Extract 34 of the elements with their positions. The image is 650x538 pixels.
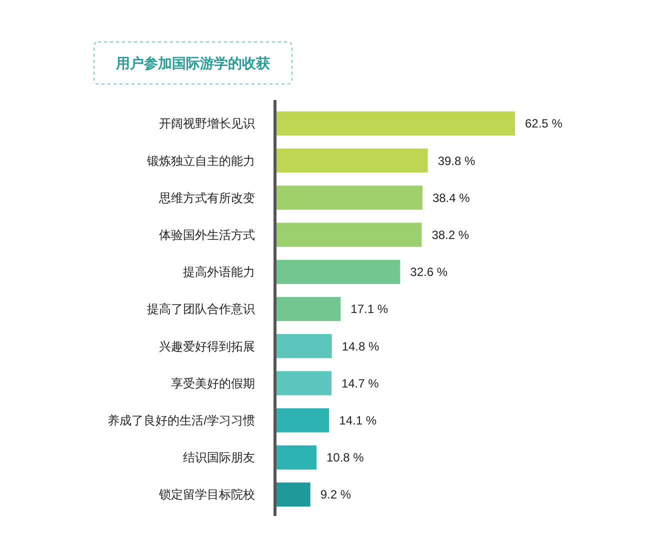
y-tick-label: 开阔视野增长见识 — [159, 116, 255, 131]
y-tick-label: 结识国际朋友 — [183, 450, 255, 465]
bar — [275, 334, 332, 358]
y-tick-label: 思维方式有所改变 — [158, 190, 255, 205]
data-label: 38.2 % — [432, 228, 470, 242]
bar — [275, 445, 316, 470]
bar — [275, 408, 330, 432]
chart-title: 用户参加国际游学的收获 — [115, 54, 270, 71]
bar — [275, 148, 428, 173]
y-tick-label: 提高外语能力 — [183, 265, 255, 280]
bar — [275, 482, 310, 507]
y-tick-label: 锻炼独立自主的能力 — [146, 154, 255, 168]
bar — [275, 186, 422, 210]
data-label: 14.7 % — [341, 376, 380, 390]
data-label: 14.1 % — [339, 414, 377, 428]
data-label: 14.8 % — [342, 339, 380, 354]
bar — [275, 222, 422, 247]
data-label: 32.6 % — [410, 265, 448, 280]
bar — [275, 371, 332, 396]
data-label: 62.5 % — [525, 116, 563, 131]
bar — [275, 111, 515, 136]
data-label: 17.1 % — [350, 302, 388, 316]
y-tick-label: 体验国外生活方式 — [159, 228, 255, 242]
data-label: 38.4 % — [432, 190, 470, 205]
y-tick-label: 养成了良好的生活/学习习惯 — [108, 414, 255, 428]
data-label: 10.8 % — [326, 450, 364, 465]
data-label: 9.2 % — [320, 488, 352, 502]
y-tick-label: 享受美好的假期 — [171, 376, 255, 390]
bar — [275, 296, 341, 322]
bar — [275, 260, 400, 284]
data-label: 39.8 % — [438, 154, 476, 168]
y-tick-label: 兴趣爱好得到拓展 — [159, 339, 255, 354]
y-tick-label: 提高了团队合作意识 — [147, 302, 255, 316]
y-tick-label: 锁定留学目标院校 — [158, 488, 255, 502]
